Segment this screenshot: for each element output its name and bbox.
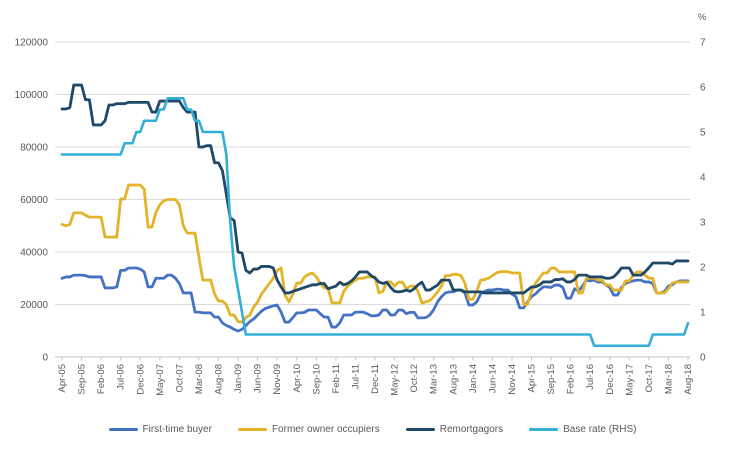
- x-axis-label: Jan-14: [468, 364, 479, 393]
- x-axis-label: Nov-14: [507, 364, 518, 395]
- x-axis-label: May-07: [155, 364, 166, 396]
- y-axis-left-label: 40000: [20, 248, 48, 259]
- right-axis-title: %: [698, 12, 707, 23]
- legend-item-first-time-buyer: First-time buyer: [108, 424, 212, 435]
- x-axis-label: Jun-09: [253, 364, 264, 393]
- x-axis-label: Mar-08: [194, 364, 205, 394]
- x-axis-label: Feb-16: [566, 364, 577, 394]
- x-axis-label: Aug-08: [214, 364, 225, 395]
- series-line-former-owner-occupiers: [60, 183, 690, 324]
- x-axis-label: Feb-11: [331, 364, 342, 393]
- legend-label-first-time-buyer: First-time buyer: [142, 424, 212, 435]
- legend-swatch-first-time-buyer: [108, 427, 138, 432]
- series-line-base-rate-rhs-: [60, 96, 690, 348]
- x-axis-label: May-12: [390, 364, 401, 396]
- x-axis-label: Jun-14: [487, 364, 498, 393]
- y-axis-right-label: 5: [700, 128, 706, 139]
- y-axis-right-label: 4: [700, 173, 706, 184]
- x-axis-label: Mar-13: [429, 364, 440, 394]
- x-axis-label: Jul-16: [585, 364, 596, 390]
- legend-swatch-former-owner-occupiers: [237, 427, 267, 432]
- x-axis-label: Sep-15: [546, 364, 557, 395]
- legend-swatch-remortgagors: [405, 427, 435, 432]
- x-axis-label: Dec-11: [370, 364, 381, 394]
- x-axis-label: Aug-18: [683, 364, 694, 395]
- y-axis-left-label: 20000: [20, 300, 48, 311]
- chart-svg: 0 20000 40000 60000 80000 100000 120000 0 1 2 3 4 5 6…: [15, 38, 706, 396]
- y-axis-right-label: 6: [700, 83, 706, 94]
- x-axis-label: Dec-06: [135, 364, 146, 395]
- x-axis-label: May-17: [624, 364, 635, 396]
- y-axis-left-label: 60000: [20, 195, 48, 206]
- y-axis-left-label: 80000: [20, 143, 48, 154]
- x-axis-label: Apr-10: [292, 364, 303, 393]
- y-axis-right-label: 3: [700, 218, 706, 229]
- x-axis-label: Dec-16: [605, 364, 616, 395]
- y-axis-right-label: 0: [700, 353, 706, 364]
- legend-item-former-owner-occupiers: Former owner occupiers: [237, 424, 380, 435]
- x-axis-label: Nov-09: [272, 364, 283, 395]
- legend-swatch-base-rate-rhs-: [529, 427, 559, 432]
- x-axis-label: Aug-13: [448, 364, 459, 395]
- legend-label-base-rate-rhs-: Base rate (RHS): [563, 424, 637, 435]
- x-axis-label: Mar-18: [663, 364, 674, 394]
- y-axis-left-label: 120000: [15, 38, 49, 49]
- x-axis-label: Sep-05: [77, 364, 88, 395]
- x-axis-label: Jan-09: [233, 364, 244, 393]
- x-axis-label: Apr-05: [57, 364, 68, 393]
- x-axis-label: Jul-06: [116, 364, 127, 390]
- x-axis-label: Oct-17: [644, 364, 655, 393]
- legend-label-former-owner-occupiers: Former owner occupiers: [271, 424, 380, 435]
- y-axis-right-label: 1: [700, 308, 706, 319]
- y-axis-left-label: 100000: [15, 90, 49, 101]
- legend-label-remortgagors: Remortgagors: [439, 424, 504, 435]
- x-axis-label: Feb-06: [96, 364, 107, 394]
- y-axis-right-label: 2: [700, 263, 706, 274]
- y-axis-right-label: 7: [700, 38, 706, 49]
- x-axis-label: Oct-12: [409, 364, 420, 393]
- legend-item-remortgagors: Remortgagors: [405, 424, 504, 435]
- x-axis-label: Sep-10: [311, 364, 322, 395]
- legend-item-base-rate-rhs-: Base rate (RHS): [529, 424, 636, 435]
- x-axis-label: Jul-11: [350, 364, 361, 389]
- chart-legend: First-time buyer Former owner occupiers Re…: [0, 424, 745, 435]
- y-axis-left-label: 0: [42, 353, 48, 364]
- x-axis-label: Oct-07: [174, 364, 185, 393]
- series-line-remortgagors: [60, 83, 690, 295]
- x-axis-label: Apr-15: [527, 364, 538, 393]
